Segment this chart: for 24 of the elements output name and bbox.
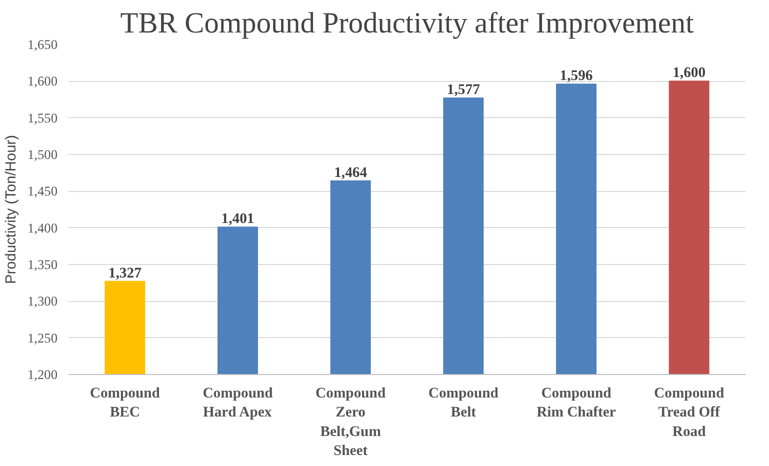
y-tick-label: 1,550 [28,110,58,126]
y-tick-label: 1,250 [28,330,58,346]
y-tick-label: 1,600 [28,74,58,89]
y-tick-label: 1,350 [28,257,58,272]
data-label: 1,577 [446,82,480,98]
x-tick-label: Compound Belt [428,386,498,421]
y-tick-label: 1,500 [28,147,58,162]
y-tick-label: 1,650 [28,37,58,52]
y-axis-title: Productivity (Ton/Hour) [4,134,20,284]
data-label: 1,596 [560,68,593,84]
y-tick-label: 1,200 [28,367,58,382]
data-label: 1,327 [108,265,142,282]
y-tick-label: 1,300 [28,294,58,309]
x-tick-label: Compound BEC [90,386,160,421]
x-tick-label: Compound Tread Off Road [654,386,724,440]
y-tick-label: 1,400 [28,220,58,236]
data-label: 1,464 [334,164,368,181]
chart-title: TBR Compound Productivity after Improvement [120,8,694,40]
x-tick-label: Compound Zero Belt,Gum Sheet [316,386,386,460]
y-tick-label: 1,450 [28,184,58,199]
data-label: 1,401 [221,211,254,228]
x-tick-label: Compound Hard Apex [202,386,273,421]
data-label: 1,600 [672,65,706,82]
x-tick-label: Compound Rim Chafter [536,386,616,421]
